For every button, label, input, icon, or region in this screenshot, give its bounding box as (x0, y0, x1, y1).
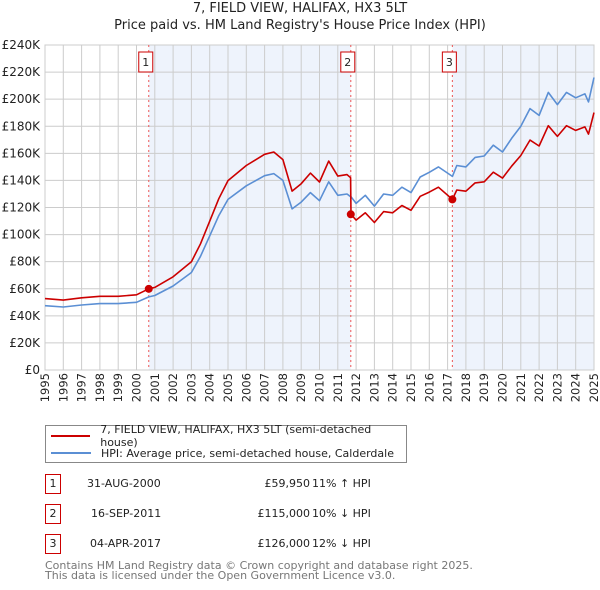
x-tick-label: 2000 (130, 373, 144, 402)
x-tick-label: 2023 (550, 373, 564, 402)
sale-row: 2 16-SEP-2011 £115,000 10% ↓ HPI (45, 504, 465, 524)
x-tick-label: 2025 (587, 373, 600, 402)
sale-label-box (441, 51, 457, 73)
x-tick-label: 2011 (331, 373, 345, 402)
sale-label-box (138, 51, 154, 73)
sale-hpi-diff: 10% ↓ HPI (312, 507, 371, 520)
y-tick-label: £200K (2, 92, 42, 106)
legend: 7, FIELD VIEW, HALIFAX, HX3 5LT (semi-de… (45, 423, 407, 463)
property-price-line (44, 112, 595, 301)
x-tick-label: 1995 (38, 373, 52, 402)
x-tick-label: 2018 (459, 373, 473, 402)
x-tick-label: 2014 (386, 373, 400, 402)
sale-label-number: 3 (446, 56, 453, 69)
legend-item-hpi: HPI: Average price, semi-detached house,… (46, 445, 394, 461)
x-tick-label: 1998 (93, 373, 107, 402)
x-tick-label: 2010 (313, 373, 327, 402)
sale-row: 3 04-APR-2017 £126,000 12% ↓ HPI (45, 534, 465, 554)
sale-point (448, 195, 457, 204)
sale-badge: 1 (45, 474, 61, 494)
y-tick-label: £220K (2, 65, 42, 79)
x-tick-label: 1999 (111, 373, 125, 402)
x-tick-label: 2007 (258, 373, 272, 402)
y-tick-label: £60K (9, 282, 41, 296)
sale-date: 16-SEP-2011 (91, 507, 162, 520)
x-tick-label: 2006 (239, 373, 253, 402)
x-tick-label: 2017 (441, 373, 455, 402)
x-tick-label: 2009 (294, 373, 308, 402)
sale-price: £126,000 (257, 537, 311, 550)
x-tick-label: 2019 (477, 373, 491, 402)
x-tick-label: 1997 (75, 373, 89, 402)
legend-swatch-hpi (51, 452, 91, 454)
footer-licence: This data is licensed under the Open Gov… (45, 569, 396, 582)
y-tick-label: £180K (2, 119, 42, 133)
x-tick-label: 2016 (422, 373, 436, 402)
sale-point (144, 284, 153, 293)
y-tick-label: £80K (9, 255, 41, 269)
sale-badge: 2 (45, 504, 61, 524)
x-tick-label: 2001 (148, 373, 162, 402)
y-tick-label: £140K (2, 173, 42, 187)
x-tick-label: 2013 (367, 373, 381, 402)
sale-label-number: 2 (344, 56, 351, 69)
x-tick-label: 2002 (166, 373, 180, 402)
sale-badge: 3 (45, 534, 61, 554)
x-tick-label: 2024 (569, 373, 583, 402)
x-tick-label: 2020 (496, 373, 510, 402)
sale-point (346, 210, 355, 219)
legend-item-property: 7, FIELD VIEW, HALIFAX, HX3 5LT (semi-de… (46, 423, 406, 449)
sale-price: £59,950 (264, 477, 311, 490)
sale-row: 1 31-AUG-2000 £59,950 11% ↑ HPI (45, 474, 465, 494)
chart-subtitle: Price paid vs. HM Land Registry's House … (114, 18, 486, 33)
legend-swatch-property (51, 435, 91, 437)
x-tick-label: 2003 (184, 373, 198, 402)
y-tick-label: £40K (9, 309, 41, 323)
y-tick-label: £160K (2, 146, 42, 160)
sale-date: 04-APR-2017 (90, 537, 162, 550)
sale-price: £115,000 (257, 507, 311, 520)
y-tick-label: £100K (2, 228, 42, 242)
sale-hpi-diff: 12% ↓ HPI (312, 537, 371, 550)
legend-label-property: 7, FIELD VIEW, HALIFAX, HX3 5LT (semi-de… (100, 423, 372, 449)
sale-label-box (340, 51, 356, 73)
y-tick-label: £20K (9, 336, 41, 350)
x-tick-label: 2022 (532, 373, 546, 402)
chart-title: 7, FIELD VIEW, HALIFAX, HX3 5LT (192, 1, 408, 16)
x-tick-label: 2005 (221, 373, 235, 402)
footer-copyright: Contains HM Land Registry data © Crown c… (45, 559, 473, 572)
x-tick-label: 1996 (56, 373, 70, 402)
price-chart: 1995 1996 1997 1998 1999 2000 2001 2002 2003 2004… (2, 38, 600, 402)
y-tick-label: £0 (25, 363, 40, 377)
y-tick-label: £240K (2, 38, 42, 52)
sale-date: 31-AUG-2000 (87, 477, 161, 490)
sale-hpi-diff: 11% ↑ HPI (312, 477, 371, 490)
plot-border (44, 44, 595, 371)
y-tick-label: £120K (2, 201, 42, 215)
x-tick-label: 2004 (203, 373, 217, 402)
hpi-line (44, 77, 595, 308)
x-tick-label: 2015 (404, 373, 418, 402)
sale-label-number: 1 (142, 56, 149, 69)
x-tick-label: 2021 (514, 373, 528, 402)
x-tick-label: 2008 (276, 373, 290, 402)
x-tick-label: 2012 (349, 373, 363, 402)
legend-label-hpi: HPI: Average price, semi-detached house,… (101, 446, 394, 460)
